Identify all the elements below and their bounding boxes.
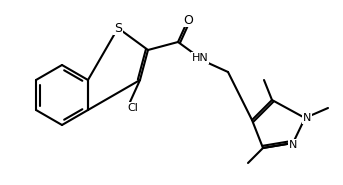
Text: N: N bbox=[303, 113, 311, 123]
Text: Cl: Cl bbox=[128, 103, 139, 113]
Text: O: O bbox=[183, 14, 193, 26]
Text: HN: HN bbox=[192, 53, 209, 63]
Text: S: S bbox=[114, 21, 122, 34]
Text: N: N bbox=[289, 140, 297, 150]
